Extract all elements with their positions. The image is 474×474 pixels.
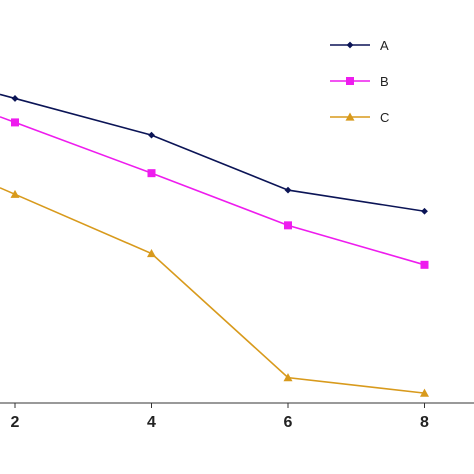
legend-marker-b [346, 77, 354, 85]
x-tick-label-4: 4 [147, 414, 156, 431]
series-c [0, 187, 429, 397]
point-b-2 [11, 118, 19, 127]
point-a-4 [148, 131, 155, 139]
point-c-8 [420, 388, 429, 397]
legend-marker-a [346, 41, 354, 49]
legend-label-b: B [380, 74, 389, 89]
point-b-4 [147, 169, 156, 178]
point-c-4 [147, 249, 156, 258]
legend-label-c: C [380, 110, 389, 125]
series-b-line [0, 116, 425, 266]
point-c-2 [10, 189, 20, 198]
legend-label-a: A [380, 38, 389, 53]
series-c-line [0, 187, 425, 394]
series-a-line [0, 93, 425, 213]
x-tick-label-2: 2 [11, 414, 20, 431]
legend-item-c: C [330, 110, 389, 125]
series-layer [0, 93, 429, 397]
point-a-2 [11, 95, 19, 102]
point-b-8 [420, 260, 429, 269]
x-tick-label-8: 8 [420, 414, 429, 431]
legend: A B C [330, 38, 389, 125]
point-a-8 [421, 207, 428, 215]
x-tick-label-6: 6 [284, 414, 293, 431]
legend-marker-c [345, 112, 355, 121]
axes: 2 4 6 8 [0, 402, 474, 431]
point-c-6 [283, 373, 293, 382]
legend-item-a: A [330, 38, 389, 53]
legend-item-b: B [330, 74, 389, 89]
series-b [0, 116, 429, 269]
series-a [0, 93, 428, 215]
point-a-6 [284, 186, 292, 194]
point-b-6 [284, 221, 292, 230]
